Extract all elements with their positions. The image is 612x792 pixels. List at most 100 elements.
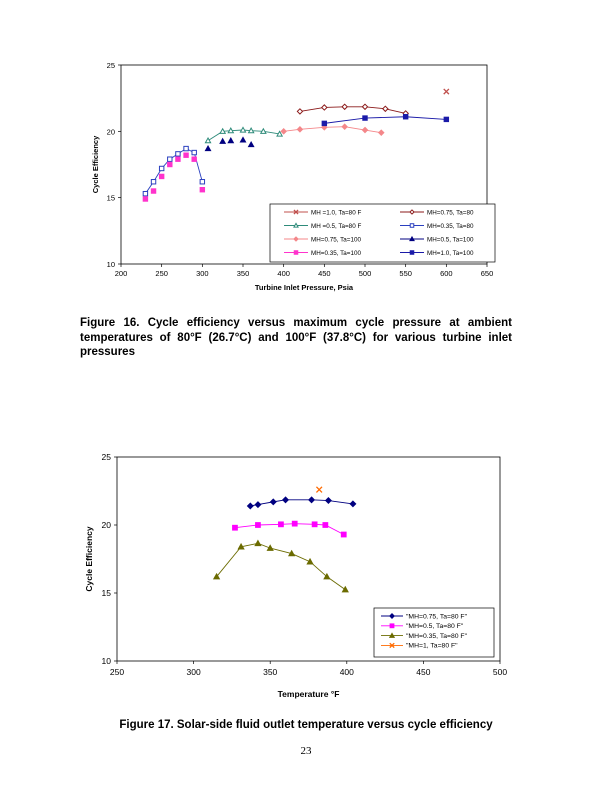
data-point <box>142 190 149 197</box>
data-point <box>239 126 247 133</box>
legend-entry: MH=0.5, Ta=100 <box>400 235 474 243</box>
data-point <box>282 496 290 504</box>
y-axis-label: Cycle Efficiency <box>84 526 94 591</box>
series-1 <box>232 520 347 538</box>
data-point <box>341 123 348 130</box>
x-tick-label: 300 <box>187 667 201 677</box>
data-point <box>402 114 409 120</box>
data-point <box>175 156 181 162</box>
data-point <box>175 151 181 157</box>
data-point <box>259 127 267 134</box>
figure-16-caption: Figure 16. Cycle efficiency versus maxim… <box>80 317 512 358</box>
legend: MH =1.0, Ta=80 F MH=0.75, Ta=80 MH =0.5, T… <box>269 203 496 263</box>
data-point <box>322 522 329 528</box>
legend-label: "MH=0.5, Ta=80 F" <box>406 623 464 630</box>
data-point <box>308 496 316 504</box>
data-point <box>315 486 323 493</box>
data-point <box>199 186 206 193</box>
legend-label: MH =0.5, Ta=80 F <box>311 223 361 230</box>
legend-marker <box>293 236 299 242</box>
y-tick-label: 25 <box>102 452 112 462</box>
legend-marker <box>409 250 415 255</box>
data-point <box>349 500 357 508</box>
data-point <box>158 165 165 172</box>
data-point <box>443 116 450 123</box>
x-tick-label: 250 <box>110 667 124 677</box>
legend-marker <box>409 223 415 228</box>
data-point <box>204 136 212 144</box>
data-point <box>219 127 227 134</box>
series-line <box>299 106 406 114</box>
data-point <box>246 502 254 510</box>
data-point <box>340 531 347 538</box>
x-tick-label: 650 <box>481 269 494 278</box>
data-point <box>291 520 298 527</box>
series-5 <box>204 136 255 152</box>
y-tick-label: 20 <box>107 127 115 136</box>
x-tick-label: 400 <box>277 269 290 278</box>
legend-marker <box>293 209 299 215</box>
legend-entry: MH =0.5, Ta=80 F <box>284 222 361 230</box>
legend-marker <box>388 632 396 638</box>
series-2 <box>204 126 284 144</box>
y-tick-label: 25 <box>107 61 115 70</box>
data-point <box>247 140 255 148</box>
y-tick-label: 15 <box>107 194 115 203</box>
legend-entry: "MH=1, Ta=80 F" <box>381 643 458 650</box>
legend-label: MH=0.75, Ta=100 <box>311 236 361 243</box>
legend-entry: MH=1.0, Ta=100 <box>400 250 474 257</box>
legend-marker <box>293 250 299 255</box>
x-tick-label: 450 <box>318 269 331 278</box>
legend-marker <box>389 623 395 629</box>
data-point <box>361 126 369 134</box>
x-tick-label: 300 <box>196 269 209 278</box>
series-6 <box>142 152 206 202</box>
data-point <box>227 136 235 144</box>
data-point <box>183 152 189 158</box>
legend-entry: MH=0.35, Ta=100 <box>284 250 361 257</box>
legend-marker <box>409 235 415 242</box>
data-point <box>255 522 261 528</box>
legend-label: MH=0.5, Ta=100 <box>427 236 474 243</box>
series-4 <box>280 123 385 136</box>
data-point <box>269 498 277 506</box>
data-point <box>311 521 318 528</box>
data-point <box>382 105 389 113</box>
data-point <box>341 103 348 111</box>
legend-entry: "MH=0.35, Ta=80 F" <box>381 632 468 640</box>
legend-entry: "MH=0.5, Ta=80 F" <box>381 623 464 630</box>
data-point <box>254 539 262 547</box>
data-point <box>377 129 385 136</box>
legend-marker <box>389 642 395 649</box>
data-point <box>362 115 368 121</box>
figure-17-caption: Figure 17. Solar-side fluid outlet tempe… <box>119 719 493 731</box>
data-point <box>280 128 287 135</box>
x-tick-label: 250 <box>155 269 168 278</box>
legend-entry: MH=0.35, Ta=80 <box>400 223 474 230</box>
legend-entry: "MH=0.75, Ta=80 F" <box>381 613 468 620</box>
x-axis-label: Temperature °F <box>278 689 340 699</box>
y-tick-label: 10 <box>102 656 112 666</box>
legend: "MH=0.75, Ta=80 F" "MH=0.5, Ta=80 F" "MH=0… <box>373 607 495 658</box>
legend-label: "MH=1, Ta=80 F" <box>406 643 458 650</box>
series-2 <box>212 539 349 593</box>
legend-label: MH=1.0, Ta=100 <box>427 250 474 257</box>
x-tick-label: 400 <box>340 667 354 677</box>
data-point <box>232 524 238 531</box>
legend-entry: MH =1.0, Ta=80 F <box>284 209 361 216</box>
data-point <box>212 572 221 580</box>
data-point <box>150 188 157 194</box>
legend-marker <box>293 222 299 228</box>
y-tick-label: 20 <box>102 520 112 530</box>
legend-label: MH =1.0, Ta=80 F <box>311 209 361 216</box>
legend-label: MH=0.75, Ta=80 <box>427 209 474 216</box>
data-point <box>167 161 173 168</box>
legend-label: "MH=0.75, Ta=80 F" <box>406 613 468 620</box>
data-point <box>142 196 149 202</box>
legend-entry: MH=0.75, Ta=100 <box>284 236 361 243</box>
data-point <box>321 104 328 111</box>
data-point <box>219 137 227 144</box>
data-point <box>361 103 369 111</box>
data-point <box>191 149 197 156</box>
x-tick-label: 550 <box>399 269 412 278</box>
